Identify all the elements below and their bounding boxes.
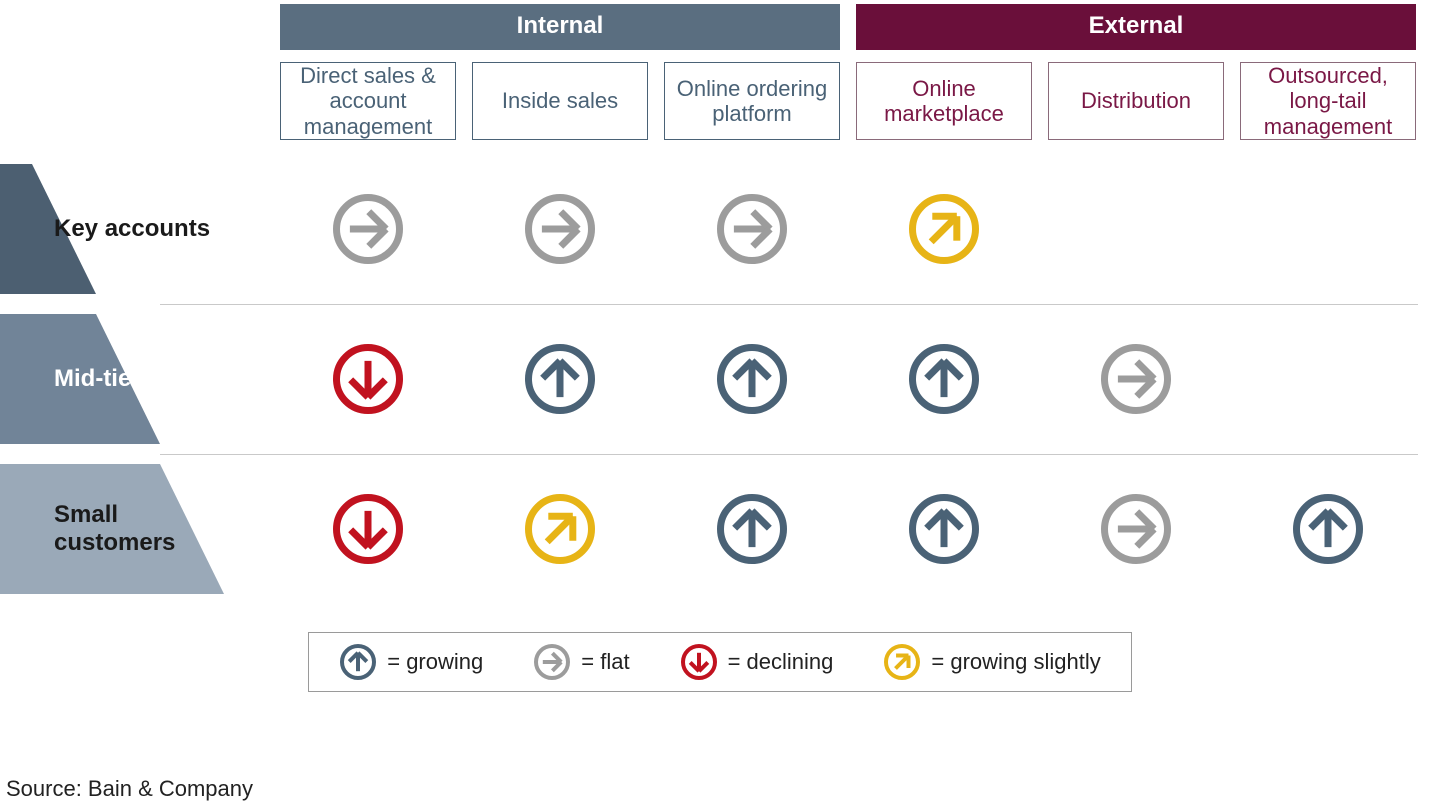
row-divider — [160, 454, 1418, 455]
column-header-direct: Direct sales & account management — [280, 62, 456, 140]
row-label-text: Small customers — [0, 501, 220, 556]
cell-small-distribution — [1048, 454, 1224, 604]
growing-arrow-icon — [524, 343, 596, 415]
legend-item-growing: = growing — [339, 643, 483, 681]
matrix-row-small: Small customers — [0, 454, 1440, 604]
flat-arrow-icon — [332, 193, 404, 265]
declining-arrow-icon — [680, 643, 718, 681]
legend-text: = flat — [581, 649, 629, 675]
flat-arrow-icon — [716, 193, 788, 265]
legend-text: = growing slightly — [931, 649, 1100, 675]
growing_slightly-arrow-icon — [908, 193, 980, 265]
row-divider — [160, 304, 1418, 305]
growing-arrow-icon — [908, 493, 980, 565]
cell-key-outsourced — [1240, 154, 1416, 304]
matrix-row-key: Key accounts — [0, 154, 1440, 304]
category-headers: Internal External — [280, 4, 1440, 50]
matrix-rows: Key accounts Mid-tier Small customers — [0, 154, 1440, 604]
column-header-online_platform: Online ordering platform — [664, 62, 840, 140]
flat-arrow-icon — [1100, 493, 1172, 565]
growing_slightly-arrow-icon — [883, 643, 921, 681]
legend-text: = declining — [728, 649, 834, 675]
row-label-wrap: Small customers — [0, 454, 280, 604]
cell-key-distribution — [1048, 154, 1224, 304]
cell-mid-distribution — [1048, 304, 1224, 454]
cell-key-direct — [280, 154, 456, 304]
matrix-chart: Internal External Direct sales & account … — [0, 0, 1440, 692]
cell-mid-outsourced — [1240, 304, 1416, 454]
column-header-outsourced: Outsourced, long-tail management — [1240, 62, 1416, 140]
legend-item-flat: = flat — [533, 643, 629, 681]
cell-small-online_marketplace — [856, 454, 1032, 604]
growing-arrow-icon — [339, 643, 377, 681]
growing-arrow-icon — [716, 343, 788, 415]
column-headers: Direct sales & account managementInside … — [280, 62, 1440, 140]
row-label-text: Mid-tier — [0, 365, 141, 393]
cell-mid-direct — [280, 304, 456, 454]
cell-key-online_platform — [664, 154, 840, 304]
growing-arrow-icon — [716, 493, 788, 565]
cell-small-inside — [472, 454, 648, 604]
row-label-wrap: Mid-tier — [0, 304, 280, 454]
flat-arrow-icon — [524, 193, 596, 265]
source-attribution: Source: Bain & Company — [6, 776, 253, 802]
declining-arrow-icon — [332, 343, 404, 415]
growing-arrow-icon — [908, 343, 980, 415]
row-label-wrap: Key accounts — [0, 154, 280, 304]
column-header-distribution: Distribution — [1048, 62, 1224, 140]
category-header-internal: Internal — [280, 4, 840, 50]
legend-text: = growing — [387, 649, 483, 675]
column-header-online_marketplace: Online marketplace — [856, 62, 1032, 140]
cell-mid-inside — [472, 304, 648, 454]
growing-arrow-icon — [1292, 493, 1364, 565]
column-header-inside: Inside sales — [472, 62, 648, 140]
flat-arrow-icon — [533, 643, 571, 681]
row-cells — [280, 304, 1440, 454]
cell-small-online_platform — [664, 454, 840, 604]
cell-key-inside — [472, 154, 648, 304]
row-label-text: Key accounts — [0, 215, 210, 243]
declining-arrow-icon — [332, 493, 404, 565]
growing_slightly-arrow-icon — [524, 493, 596, 565]
legend-item-declining: = declining — [680, 643, 834, 681]
row-cells — [280, 454, 1440, 604]
cell-mid-online_marketplace — [856, 304, 1032, 454]
flat-arrow-icon — [1100, 343, 1172, 415]
legend: = growing = flat = declining = growing slig… — [308, 632, 1132, 692]
category-header-external: External — [856, 4, 1416, 50]
cell-key-online_marketplace — [856, 154, 1032, 304]
cell-small-direct — [280, 454, 456, 604]
matrix-row-mid: Mid-tier — [0, 304, 1440, 454]
legend-item-growing_slightly: = growing slightly — [883, 643, 1100, 681]
cell-small-outsourced — [1240, 454, 1416, 604]
row-cells — [280, 154, 1440, 304]
cell-mid-online_platform — [664, 304, 840, 454]
